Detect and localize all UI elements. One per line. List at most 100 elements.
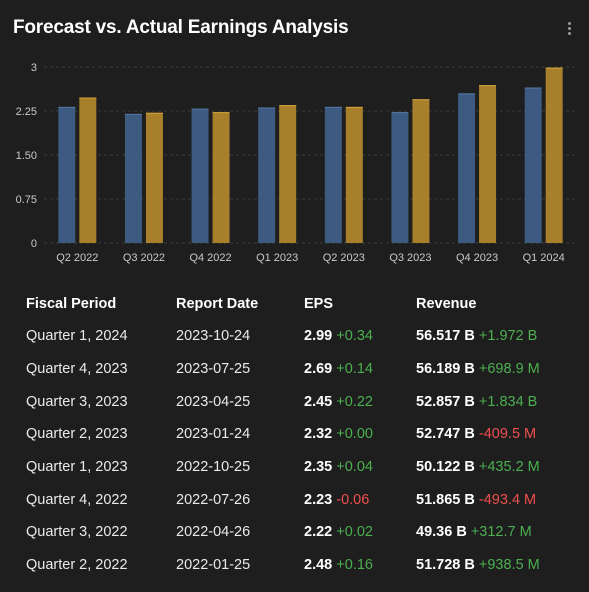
actual-bar	[279, 105, 297, 243]
x-tick-label: Q4 2023	[456, 252, 498, 264]
eps-value: 2.69	[304, 361, 333, 378]
eps-cell: 2.23 -0.06	[292, 483, 404, 516]
revenue-cell: 51.865 B -493.4 M	[404, 483, 540, 516]
revenue-cell: 49.36 B +312.7 M	[404, 516, 540, 549]
header-fiscal-period: Fiscal Period	[26, 296, 117, 312]
forecast-bar	[58, 106, 76, 243]
revenue-cell: 51.728 B +938.5 M	[404, 549, 540, 582]
eps-change: +0.16	[336, 557, 373, 574]
eps-value: 2.35	[304, 459, 333, 476]
actual-bar	[412, 99, 430, 243]
revenue-cell: 52.857 B +1.834 B	[404, 385, 540, 418]
table-header-row: Fiscal Period Report Date EPS Revenue	[14, 288, 540, 320]
report-date-cell: 2023-04-25	[176, 393, 251, 410]
eps-cell: 2.45 +0.22	[292, 385, 404, 418]
table-row: Quarter 3, 2023 2023-04-25 2.45 +0.22 52.85…	[14, 385, 540, 418]
forecast-bar	[324, 106, 342, 243]
eps-cell: 2.22 +0.02	[292, 516, 404, 549]
header-report-date: Report Date	[176, 296, 259, 312]
actual-bar	[479, 85, 497, 243]
fiscal-period-cell: Quarter 4, 2023	[26, 361, 128, 378]
y-tick-label: 0.75	[16, 194, 37, 206]
y-tick-label: 1.50	[16, 150, 37, 162]
x-tick-label: Q1 2024	[523, 252, 565, 264]
more-options-icon[interactable]	[568, 22, 572, 38]
revenue-value: 52.747 B	[416, 426, 475, 443]
table-row: Quarter 1, 2024 2023-10-24 2.99 +0.34 56.51…	[14, 320, 540, 353]
forecast-bar	[458, 93, 476, 244]
x-tick-label: Q3 2023	[389, 252, 431, 264]
earnings-table: Fiscal Period Report Date EPS Revenue Qu…	[14, 288, 540, 582]
eps-value: 2.45	[304, 393, 333, 410]
table-row: Quarter 4, 2023 2023-07-25 2.69 +0.14 56.18…	[14, 353, 540, 386]
fiscal-period-cell: Quarter 2, 2023	[26, 426, 128, 443]
actual-bar	[145, 112, 163, 243]
revenue-change: +1.972 B	[478, 328, 538, 345]
eps-cell: 2.69 +0.14	[292, 353, 404, 386]
x-tick-label: Q2 2023	[323, 252, 365, 264]
forecast-bar	[191, 108, 209, 243]
table-row: Quarter 2, 2023 2023-01-24 2.32 +0.00 52.74…	[14, 418, 540, 451]
table-row: Quarter 1, 2023 2022-10-25 2.35 +0.04 50.12…	[14, 451, 540, 484]
actual-bar	[212, 112, 230, 243]
revenue-change: +1.834 B	[478, 393, 538, 410]
eps-change: +0.14	[336, 361, 373, 378]
report-date-cell: 2022-10-25	[176, 459, 251, 476]
forecast-bar	[124, 113, 142, 243]
y-tick-label: 0	[31, 238, 37, 250]
fiscal-period-cell: Quarter 3, 2023	[26, 393, 128, 410]
x-tick-label: Q2 2022	[56, 252, 98, 264]
revenue-value: 51.865 B	[416, 491, 475, 508]
table-row: Quarter 2, 2022 2022-01-25 2.48 +0.16 51.72…	[14, 549, 540, 582]
report-date-cell: 2022-07-26	[176, 491, 251, 508]
fiscal-period-cell: Quarter 1, 2024	[26, 328, 128, 345]
revenue-change: -409.5 M	[478, 426, 537, 443]
eps-value: 2.48	[304, 557, 333, 574]
panel-title: Forecast vs. Actual Earnings Analysis	[13, 17, 349, 38]
fiscal-period-cell: Quarter 2, 2022	[26, 557, 128, 574]
report-date-cell: 2023-10-24	[176, 328, 251, 345]
forecast-bar	[524, 87, 542, 244]
eps-change: +0.22	[336, 393, 373, 410]
revenue-value: 56.517 B	[416, 328, 475, 345]
revenue-cell: 56.189 B +698.9 M	[404, 353, 540, 386]
table-row: Quarter 3, 2022 2022-04-26 2.22 +0.02 49.36…	[14, 516, 540, 549]
revenue-change: -493.4 M	[478, 491, 537, 508]
revenue-change: +435.2 M	[478, 459, 540, 476]
revenue-value: 52.857 B	[416, 393, 475, 410]
y-tick-label: 3	[31, 62, 37, 74]
x-tick-label: Q4 2022	[189, 252, 231, 264]
eps-cell: 2.99 +0.34	[292, 320, 404, 353]
revenue-value: 56.189 B	[416, 361, 475, 378]
fiscal-period-cell: Quarter 4, 2022	[26, 491, 128, 508]
eps-bar-chart: 0 0.75 1.50 2.25 3 Q2 2022 Q3 2022 Q4 2022 Q1 20…	[16, 62, 577, 264]
eps-change: +0.34	[336, 328, 373, 345]
actual-bar	[79, 97, 97, 243]
revenue-change: +698.9 M	[478, 361, 540, 378]
eps-cell: 2.35 +0.04	[292, 451, 404, 484]
report-date-cell: 2022-04-26	[176, 524, 251, 541]
eps-change: +0.04	[336, 459, 373, 476]
forecast-bar	[391, 112, 409, 243]
revenue-change: +938.5 M	[478, 557, 540, 574]
eps-value: 2.23	[304, 491, 333, 508]
header-eps: EPS	[304, 296, 334, 312]
eps-change: +0.00	[336, 426, 373, 443]
actual-bar	[345, 106, 363, 243]
eps-cell: 2.32 +0.00	[292, 418, 404, 451]
x-tick-label: Q1 2023	[256, 252, 298, 264]
table-row: Quarter 4, 2022 2022-07-26 2.23 -0.06 51.86…	[14, 483, 540, 516]
eps-value: 2.32	[304, 426, 333, 443]
revenue-change: +312.7 M	[470, 524, 532, 541]
eps-value: 2.22	[304, 524, 333, 541]
revenue-value: 49.36 B	[416, 524, 467, 541]
eps-cell: 2.48 +0.16	[292, 549, 404, 582]
x-tick-label: Q3 2022	[123, 252, 165, 264]
eps-value: 2.99	[304, 328, 333, 345]
eps-change: -0.06	[336, 491, 370, 508]
report-date-cell: 2023-07-25	[176, 361, 251, 378]
y-tick-label: 2.25	[16, 106, 37, 118]
forecast-bar	[258, 107, 276, 243]
revenue-cell: 50.122 B +435.2 M	[404, 451, 540, 484]
